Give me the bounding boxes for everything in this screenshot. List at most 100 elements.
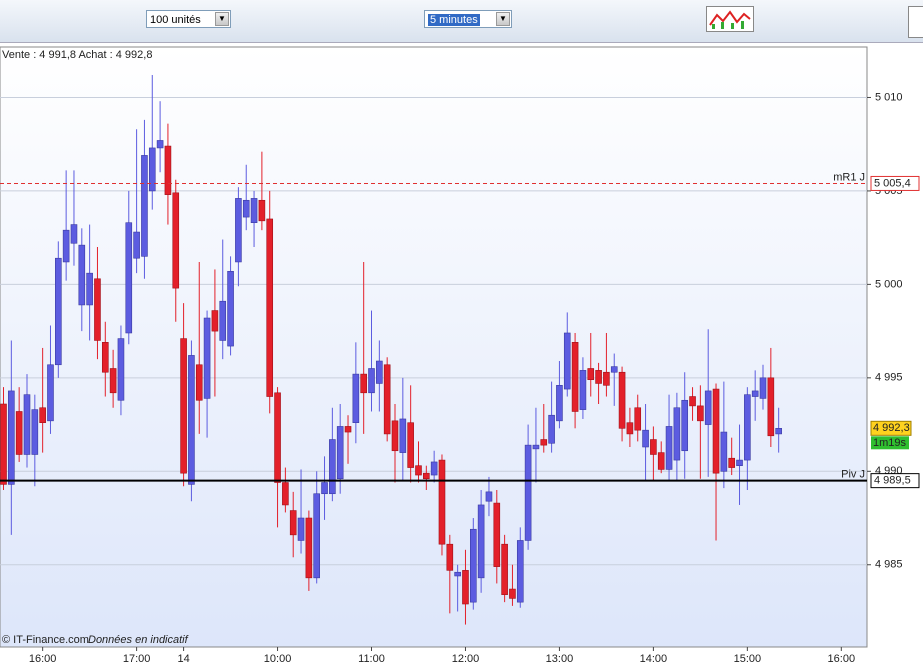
- candle-body: [383, 364, 391, 435]
- candle-body: [516, 540, 524, 603]
- candle-body: [344, 426, 352, 433]
- x-tick-label: 11:00: [358, 653, 385, 663]
- candle-body: [180, 338, 187, 474]
- candle-body: [266, 218, 274, 397]
- candle-body: [485, 491, 493, 502]
- candle-body: [117, 338, 125, 401]
- candle-body: [767, 377, 775, 437]
- candle-body: [70, 224, 78, 244]
- candle-body: [376, 360, 383, 384]
- candle-body: [352, 373, 360, 424]
- indicator-icon: [709, 10, 751, 29]
- indicator-button[interactable]: [706, 6, 754, 32]
- x-tick-label: 15:00: [734, 653, 762, 663]
- reference-label: 4 989,5: [874, 475, 911, 487]
- candle-body: [203, 317, 211, 399]
- candle-body: [595, 370, 602, 384]
- candle-body: [368, 368, 375, 394]
- candle-body: [689, 396, 696, 407]
- candle-body: [626, 422, 634, 435]
- candle-body: [415, 465, 422, 476]
- candle-body: [274, 392, 281, 483]
- candle-body: [258, 199, 266, 222]
- candle-body: [603, 371, 610, 386]
- candle-body: [477, 504, 485, 579]
- candle-body: [195, 364, 203, 401]
- candle-body: [712, 388, 720, 474]
- x-tick-label: 13:00: [546, 653, 574, 663]
- candle-body: [556, 385, 563, 422]
- candle-body: [86, 272, 93, 306]
- candle-body: [579, 370, 587, 410]
- last-price-label: 4 992,3: [873, 422, 910, 434]
- candle-body: [55, 257, 62, 366]
- candle-body: [109, 368, 117, 394]
- dropdown-arrow[interactable]: ▼: [496, 12, 510, 26]
- candle-body: [156, 140, 164, 149]
- candle-body: [172, 192, 180, 289]
- candle-body: [141, 155, 148, 257]
- candle-body: [31, 409, 39, 455]
- candle-body: [125, 222, 133, 334]
- candle-body: [47, 364, 54, 422]
- candle-body: [438, 459, 446, 545]
- candle-body: [391, 420, 399, 452]
- x-tick-label: 14: [177, 653, 189, 663]
- candle-body: [164, 145, 172, 195]
- candle-body: [148, 147, 156, 192]
- candle-body: [242, 199, 250, 218]
- countdown-box: [871, 436, 909, 450]
- interval-select[interactable]: 5 minutes ▼: [424, 10, 512, 28]
- countdown: 1m19s: [873, 437, 907, 449]
- y-tick-label: 4 985: [875, 559, 903, 571]
- reference-box: [870, 473, 920, 489]
- y-tick-label: 4 995: [875, 372, 903, 384]
- reference-box: [870, 175, 920, 191]
- reference-name: Piv J: [841, 469, 865, 481]
- x-tick-label: 12:00: [452, 653, 480, 663]
- refresh-button[interactable]: [908, 6, 923, 38]
- candle-body: [673, 407, 681, 461]
- candle-body: [571, 342, 579, 412]
- candle-body: [681, 399, 689, 452]
- candle-body: [469, 528, 477, 603]
- candle-body: [133, 231, 140, 259]
- candle-body: [642, 429, 649, 448]
- x-tick-label: 16:00: [29, 653, 57, 663]
- reference-name: mR1 J: [833, 171, 865, 183]
- credit: © IT-Finance.com: [2, 634, 89, 646]
- candle-body: [657, 452, 665, 470]
- candle-body: [751, 390, 759, 397]
- candle-body: [462, 570, 469, 605]
- plot-area: [0, 46, 868, 648]
- candle-body: [8, 390, 15, 485]
- candle-body: [446, 543, 454, 571]
- candle-body: [101, 342, 109, 373]
- quote: Vente : 4 991,8 Achat : 4 992,8: [2, 49, 152, 61]
- y-tick-label: 5 000: [875, 278, 903, 290]
- candle-body: [540, 439, 548, 446]
- candle-body: [430, 461, 438, 476]
- candle-body: [211, 310, 219, 332]
- candle-body: [736, 459, 743, 466]
- quantity-select[interactable]: 100 unités ▼: [146, 10, 231, 28]
- candle-body: [665, 426, 673, 470]
- candle-body: [610, 366, 618, 373]
- dropdown-arrow[interactable]: ▼: [215, 12, 229, 26]
- candle-body: [360, 373, 367, 394]
- candle-body: [39, 407, 46, 424]
- y-tick-label: 5 010: [875, 91, 903, 103]
- candle-body: [321, 482, 328, 495]
- candle-body: [219, 300, 227, 341]
- candle-body: [501, 543, 508, 595]
- candle-body: [62, 229, 70, 263]
- candle-body: [618, 371, 626, 429]
- candle-body: [775, 428, 782, 435]
- x-tick-label: 16:00: [828, 653, 856, 663]
- note: Données en indicatif: [88, 634, 189, 646]
- candle-body: [454, 571, 461, 577]
- x-tick-label: 14:00: [640, 653, 668, 663]
- candle-body: [305, 517, 313, 579]
- candle-body: [15, 411, 23, 455]
